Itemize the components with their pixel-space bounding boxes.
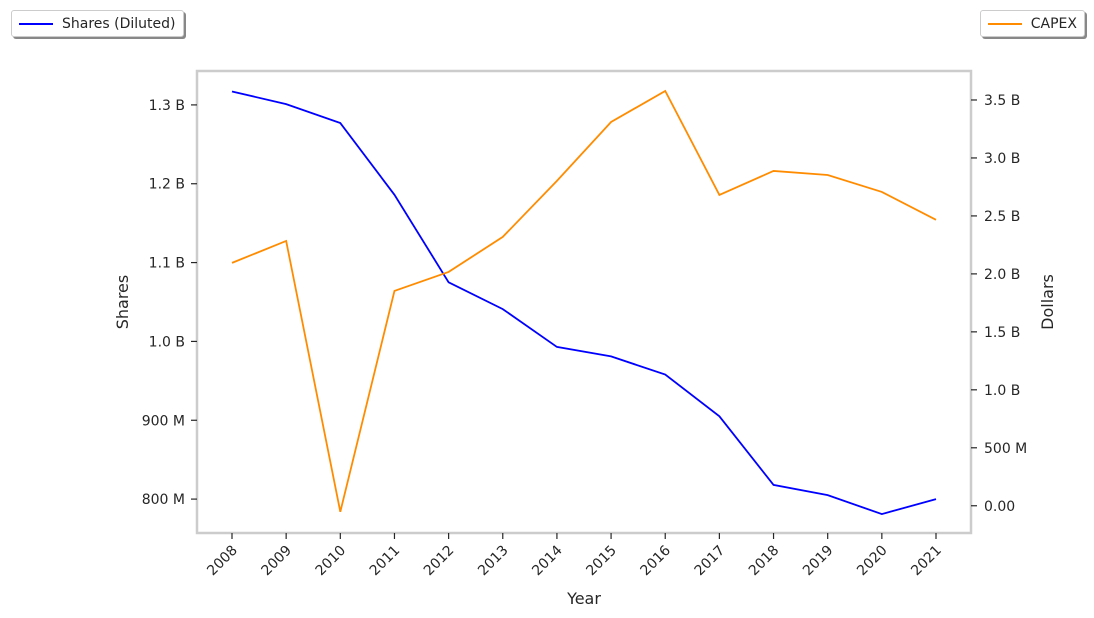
left-tick-label: 800 M xyxy=(142,492,185,508)
right-tick-label: 500 M xyxy=(984,441,1027,457)
x-tick-label: 2010 xyxy=(313,543,350,580)
legend-swatch-capex xyxy=(987,22,1022,25)
legend-label-shares: Shares (Diluted) xyxy=(62,15,176,32)
left-tick-label: 1.2 B xyxy=(149,177,185,193)
x-tick-label: 2016 xyxy=(638,542,675,579)
left-tick-label: 1.1 B xyxy=(149,256,185,272)
left-tick-label: 1.0 B xyxy=(149,334,185,350)
x-tick-label: 2018 xyxy=(746,543,783,580)
left-axis-label: Shares xyxy=(113,275,132,330)
x-tick-label: 2011 xyxy=(367,543,404,580)
legend-label-capex: CAPEX xyxy=(1030,15,1077,32)
right-tick-label: 0.00 xyxy=(984,499,1015,515)
x-tick-label: 2020 xyxy=(854,543,891,580)
x-tick-label: 2015 xyxy=(583,543,620,580)
x-tick-label: 2013 xyxy=(475,543,512,580)
right-tick-label: 1.5 B xyxy=(984,325,1020,341)
right-tick-label: 2.5 B xyxy=(984,209,1020,225)
legend-shares: Shares (Diluted) xyxy=(11,10,184,37)
left-tick-label: 1.3 B xyxy=(149,98,185,114)
legend-swatch-shares xyxy=(19,22,53,25)
series-line-capex xyxy=(231,89,937,512)
left-tick-label: 900 M xyxy=(142,413,185,429)
x-axis-label: Year xyxy=(566,589,601,608)
x-tick-label: 2014 xyxy=(529,542,566,579)
right-tick-label: 1.0 B xyxy=(984,383,1020,399)
legend-capex: CAPEX xyxy=(979,10,1085,37)
right-tick-label: 3.0 B xyxy=(984,151,1020,167)
x-tick-label: 2008 xyxy=(204,543,241,580)
right-tick-label: 2.0 B xyxy=(984,267,1020,283)
x-tick-label: 2017 xyxy=(692,543,729,580)
x-tick-label: 2009 xyxy=(258,543,295,580)
x-tick-label: 2019 xyxy=(800,543,837,580)
series-line-shares xyxy=(231,90,937,516)
x-tick-label: 2021 xyxy=(908,543,945,580)
right-axis-label: Dollars xyxy=(1038,274,1057,330)
plot-frame xyxy=(195,69,973,535)
right-tick-label: 3.5 B xyxy=(984,93,1020,109)
x-tick-label: 2012 xyxy=(421,543,458,580)
